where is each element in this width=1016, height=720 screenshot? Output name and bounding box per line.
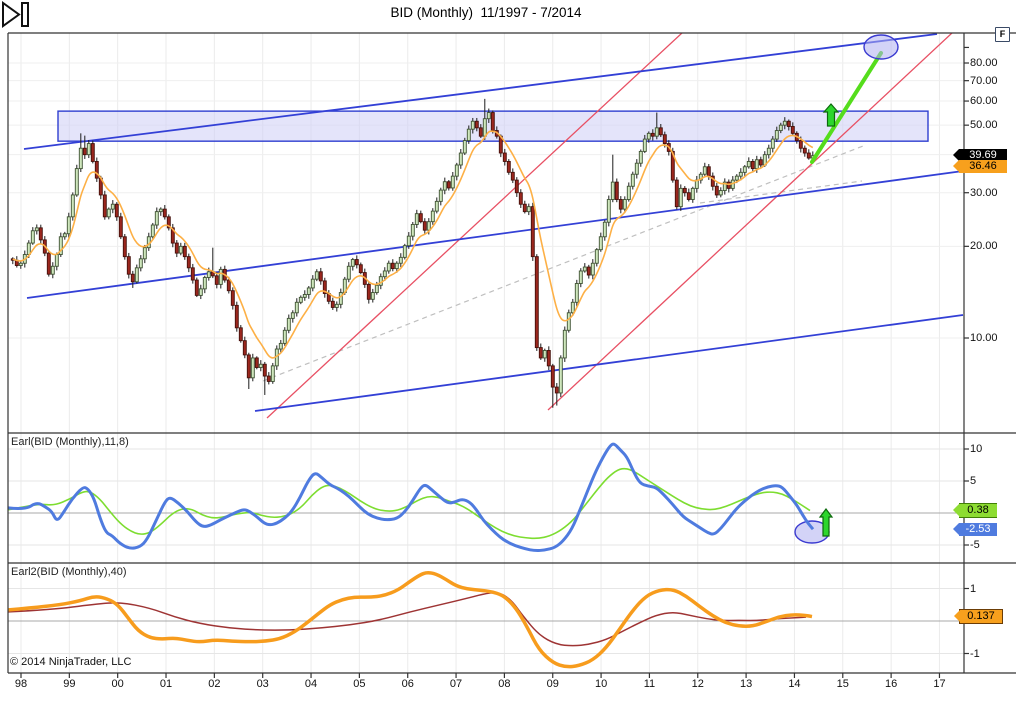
time-axis-label: 03 (256, 678, 269, 690)
earl2-panel (8, 571, 813, 669)
earl2-main-line (8, 571, 813, 669)
time-axis-label: 04 (304, 678, 318, 690)
up-arrow-icon (818, 508, 834, 537)
panel-label-earl: Earl(BID (Monthly),11,8) (11, 436, 129, 448)
price-tick-label: 10.00 (970, 332, 998, 344)
time-axis-label: 16 (884, 678, 898, 690)
price-tick-label: 70.00 (970, 74, 998, 87)
time-axis-label: 09 (546, 678, 559, 690)
last-price-marker: 39.69 (953, 149, 1007, 163)
earl-tick-label: 5 (970, 475, 977, 487)
time-axis-label: 17 (933, 678, 946, 690)
price-tick-label: 30.00 (970, 186, 998, 199)
focus-button[interactable]: F (995, 27, 1010, 42)
time-axis-label: 15 (836, 678, 849, 690)
time-axis-label: 10 (594, 678, 608, 690)
time-axis-label: 02 (208, 678, 221, 690)
earl2-tick-label: 1 (970, 582, 977, 595)
copyright-text: © 2014 NinjaTrader, LLC (10, 656, 132, 668)
time-axis-label: 11 (643, 678, 656, 690)
price-panel (10, 33, 964, 419)
earl-blue-marker: -2.53 (953, 522, 997, 536)
earl2-tick-label: -1 (970, 647, 980, 660)
panel-borders (7, 32, 1016, 678)
skip-forward-icon[interactable] (0, 0, 32, 30)
chart-title: BID (Monthly) 11/1997 - 7/2014 (390, 5, 582, 20)
earl-tick-label: 10 (970, 443, 983, 455)
time-axis-label: 00 (111, 678, 124, 690)
time-axis-label: 14 (788, 678, 801, 690)
time-axis-label: 12 (691, 678, 704, 690)
earl2-value-marker: 0.137 (954, 609, 1003, 625)
time-axis-label: 01 (159, 678, 173, 690)
moving-average-line (12, 130, 814, 359)
price-tick-label: 80.00 (970, 57, 998, 69)
projection-line (810, 51, 883, 164)
time-axis-label: 13 (739, 678, 753, 690)
time-axis-label: 08 (498, 678, 511, 690)
panel-label-earl2: Earl2(BID (Monthly),40) (11, 566, 127, 578)
price-tick-label: 20.00 (970, 240, 998, 253)
price-tick-label: 60.00 (970, 95, 998, 108)
time-axis-label: 98 (14, 678, 28, 690)
candles (10, 98, 815, 408)
ma-value-marker: 36.46 (953, 160, 1007, 174)
time-axis-label: 07 (449, 678, 463, 690)
earl-green-marker: 0.38 (953, 503, 997, 519)
time-axis-label: 05 (353, 678, 366, 690)
earl-tick-label: -5 (970, 539, 980, 551)
time-axis-label: 99 (63, 678, 76, 690)
earl-slow-line (8, 442, 815, 553)
earl-panel (8, 442, 834, 553)
time-axis-label: 06 (401, 678, 414, 690)
price-tick-label: 50.00 (970, 119, 998, 132)
up-arrow-icon (822, 103, 840, 127)
target-ellipse (863, 34, 899, 60)
